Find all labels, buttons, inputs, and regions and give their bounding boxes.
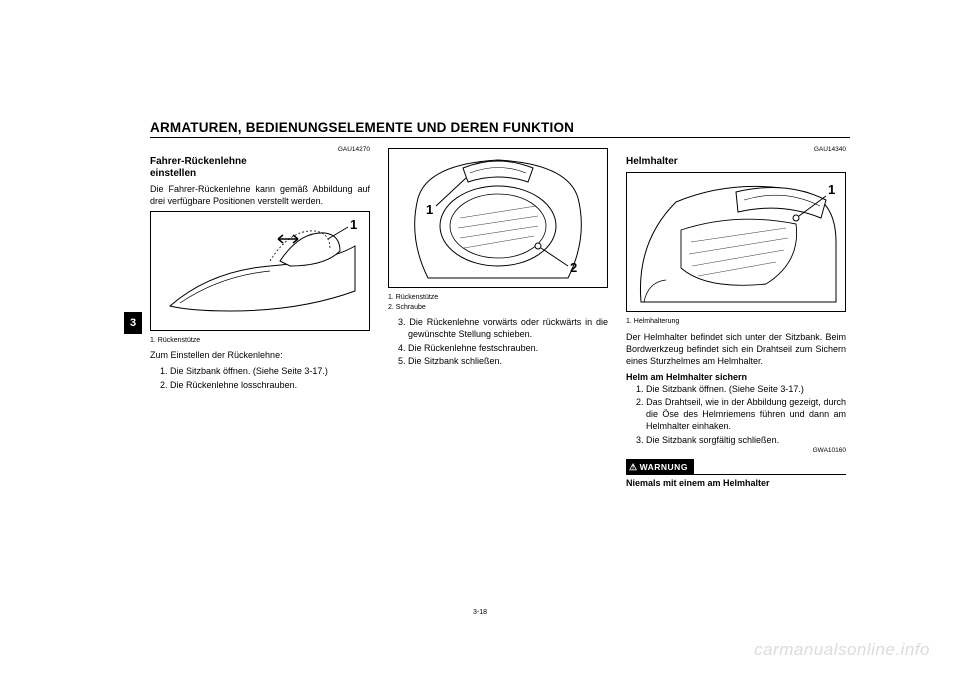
column-1: GAU14270 Fahrer-Rückenlehne einstellen D…: [150, 146, 370, 493]
watermark: carmanualsonline.info: [754, 640, 930, 660]
svg-text:1: 1: [426, 202, 433, 217]
warn-ref: GWA10160: [626, 447, 846, 456]
section-title: Fahrer-Rückenlehne einstellen: [150, 156, 370, 181]
steps-list: 1. Die Sitzbank öffnen. (Siehe Seite 3-1…: [626, 383, 846, 446]
intro-text: Der Helmhalter befindet sich unter der S…: [626, 331, 846, 367]
title-line-2: einstellen: [150, 168, 196, 179]
intro-text: Die Fahrer-Rückenlehne kann gemäß Abbild…: [150, 183, 370, 207]
step-5: 5. Die Sitzbank schließen.: [398, 355, 608, 367]
step-4: 4. Die Rückenlehne festschrauben.: [398, 342, 608, 354]
ref-code: GAU14340: [626, 146, 846, 155]
steps-list: 1. Die Sitzbank öffnen. (Siehe Seite 3-1…: [150, 365, 370, 390]
page-title: ARMATUREN, BEDIENUNGSELEMENTE UND DEREN …: [150, 120, 850, 135]
page-header: ARMATUREN, BEDIENUNGSELEMENTE UND DEREN …: [150, 120, 850, 138]
warning-icon: ⚠: [629, 461, 638, 473]
figure-helmet-holder: 1: [626, 172, 846, 315]
step-3: 3. Die Rückenlehne vorwärts oder rückwär…: [398, 316, 608, 340]
figure-seat-backrest: 1: [150, 211, 370, 334]
warning-bar: ⚠WARNUNG: [626, 459, 846, 475]
page-number: 3-18: [0, 609, 960, 616]
callout-1: 1: [350, 217, 357, 232]
columns: GAU14270 Fahrer-Rückenlehne einstellen D…: [150, 146, 850, 493]
steps-list: 3. Die Rückenlehne vorwärts oder rückwär…: [388, 316, 608, 367]
figure-caption: 1. Rückenstütze: [150, 336, 370, 345]
column-2: 1 2 1. Rückenstütze 2. Schraube 3. Die R…: [388, 146, 608, 493]
warning-text: Niemals mit einem am Helmhalter: [626, 477, 846, 489]
content-area: ARMATUREN, BEDIENUNGSELEMENTE UND DEREN …: [150, 120, 850, 600]
step-2: 2. Das Drahtseil, wie in der Abbildung g…: [636, 396, 846, 432]
chapter-tab: 3: [124, 312, 142, 334]
manual-page: 3 ARMATUREN, BEDIENUNGSELEMENTE UND DERE…: [0, 0, 960, 678]
ref-code: GAU14270: [150, 146, 370, 155]
svg-text:2: 2: [570, 260, 577, 275]
lead-text: Zum Einstellen der Rückenlehne:: [150, 349, 370, 361]
svg-text:1: 1: [828, 182, 835, 197]
figure-seat-compartment: 1 2: [388, 148, 608, 291]
figure-caption-1: 1. Rückenstütze: [388, 293, 608, 302]
column-3: GAU14340 Helmhalter: [626, 146, 846, 493]
figure-caption: 1. Helmhalterung: [626, 317, 846, 326]
section-title: Helmhalter: [626, 156, 846, 169]
warning-label-text: WARNUNG: [640, 462, 688, 472]
figure-caption-2: 2. Schraube: [388, 303, 608, 312]
step-1: 1. Die Sitzbank öffnen. (Siehe Seite 3-1…: [636, 383, 846, 395]
step-3: 3. Die Sitzbank sorgfältig schließen.: [636, 434, 846, 446]
step-1: 1. Die Sitzbank öffnen. (Siehe Seite 3-1…: [160, 365, 370, 377]
step-2: 2. Die Rückenlehne losschrauben.: [160, 379, 370, 391]
title-line-1: Fahrer-Rückenlehne: [150, 156, 247, 167]
warning-label: ⚠WARNUNG: [626, 459, 694, 474]
subheading: Helm am Helmhalter sichern: [626, 371, 846, 383]
